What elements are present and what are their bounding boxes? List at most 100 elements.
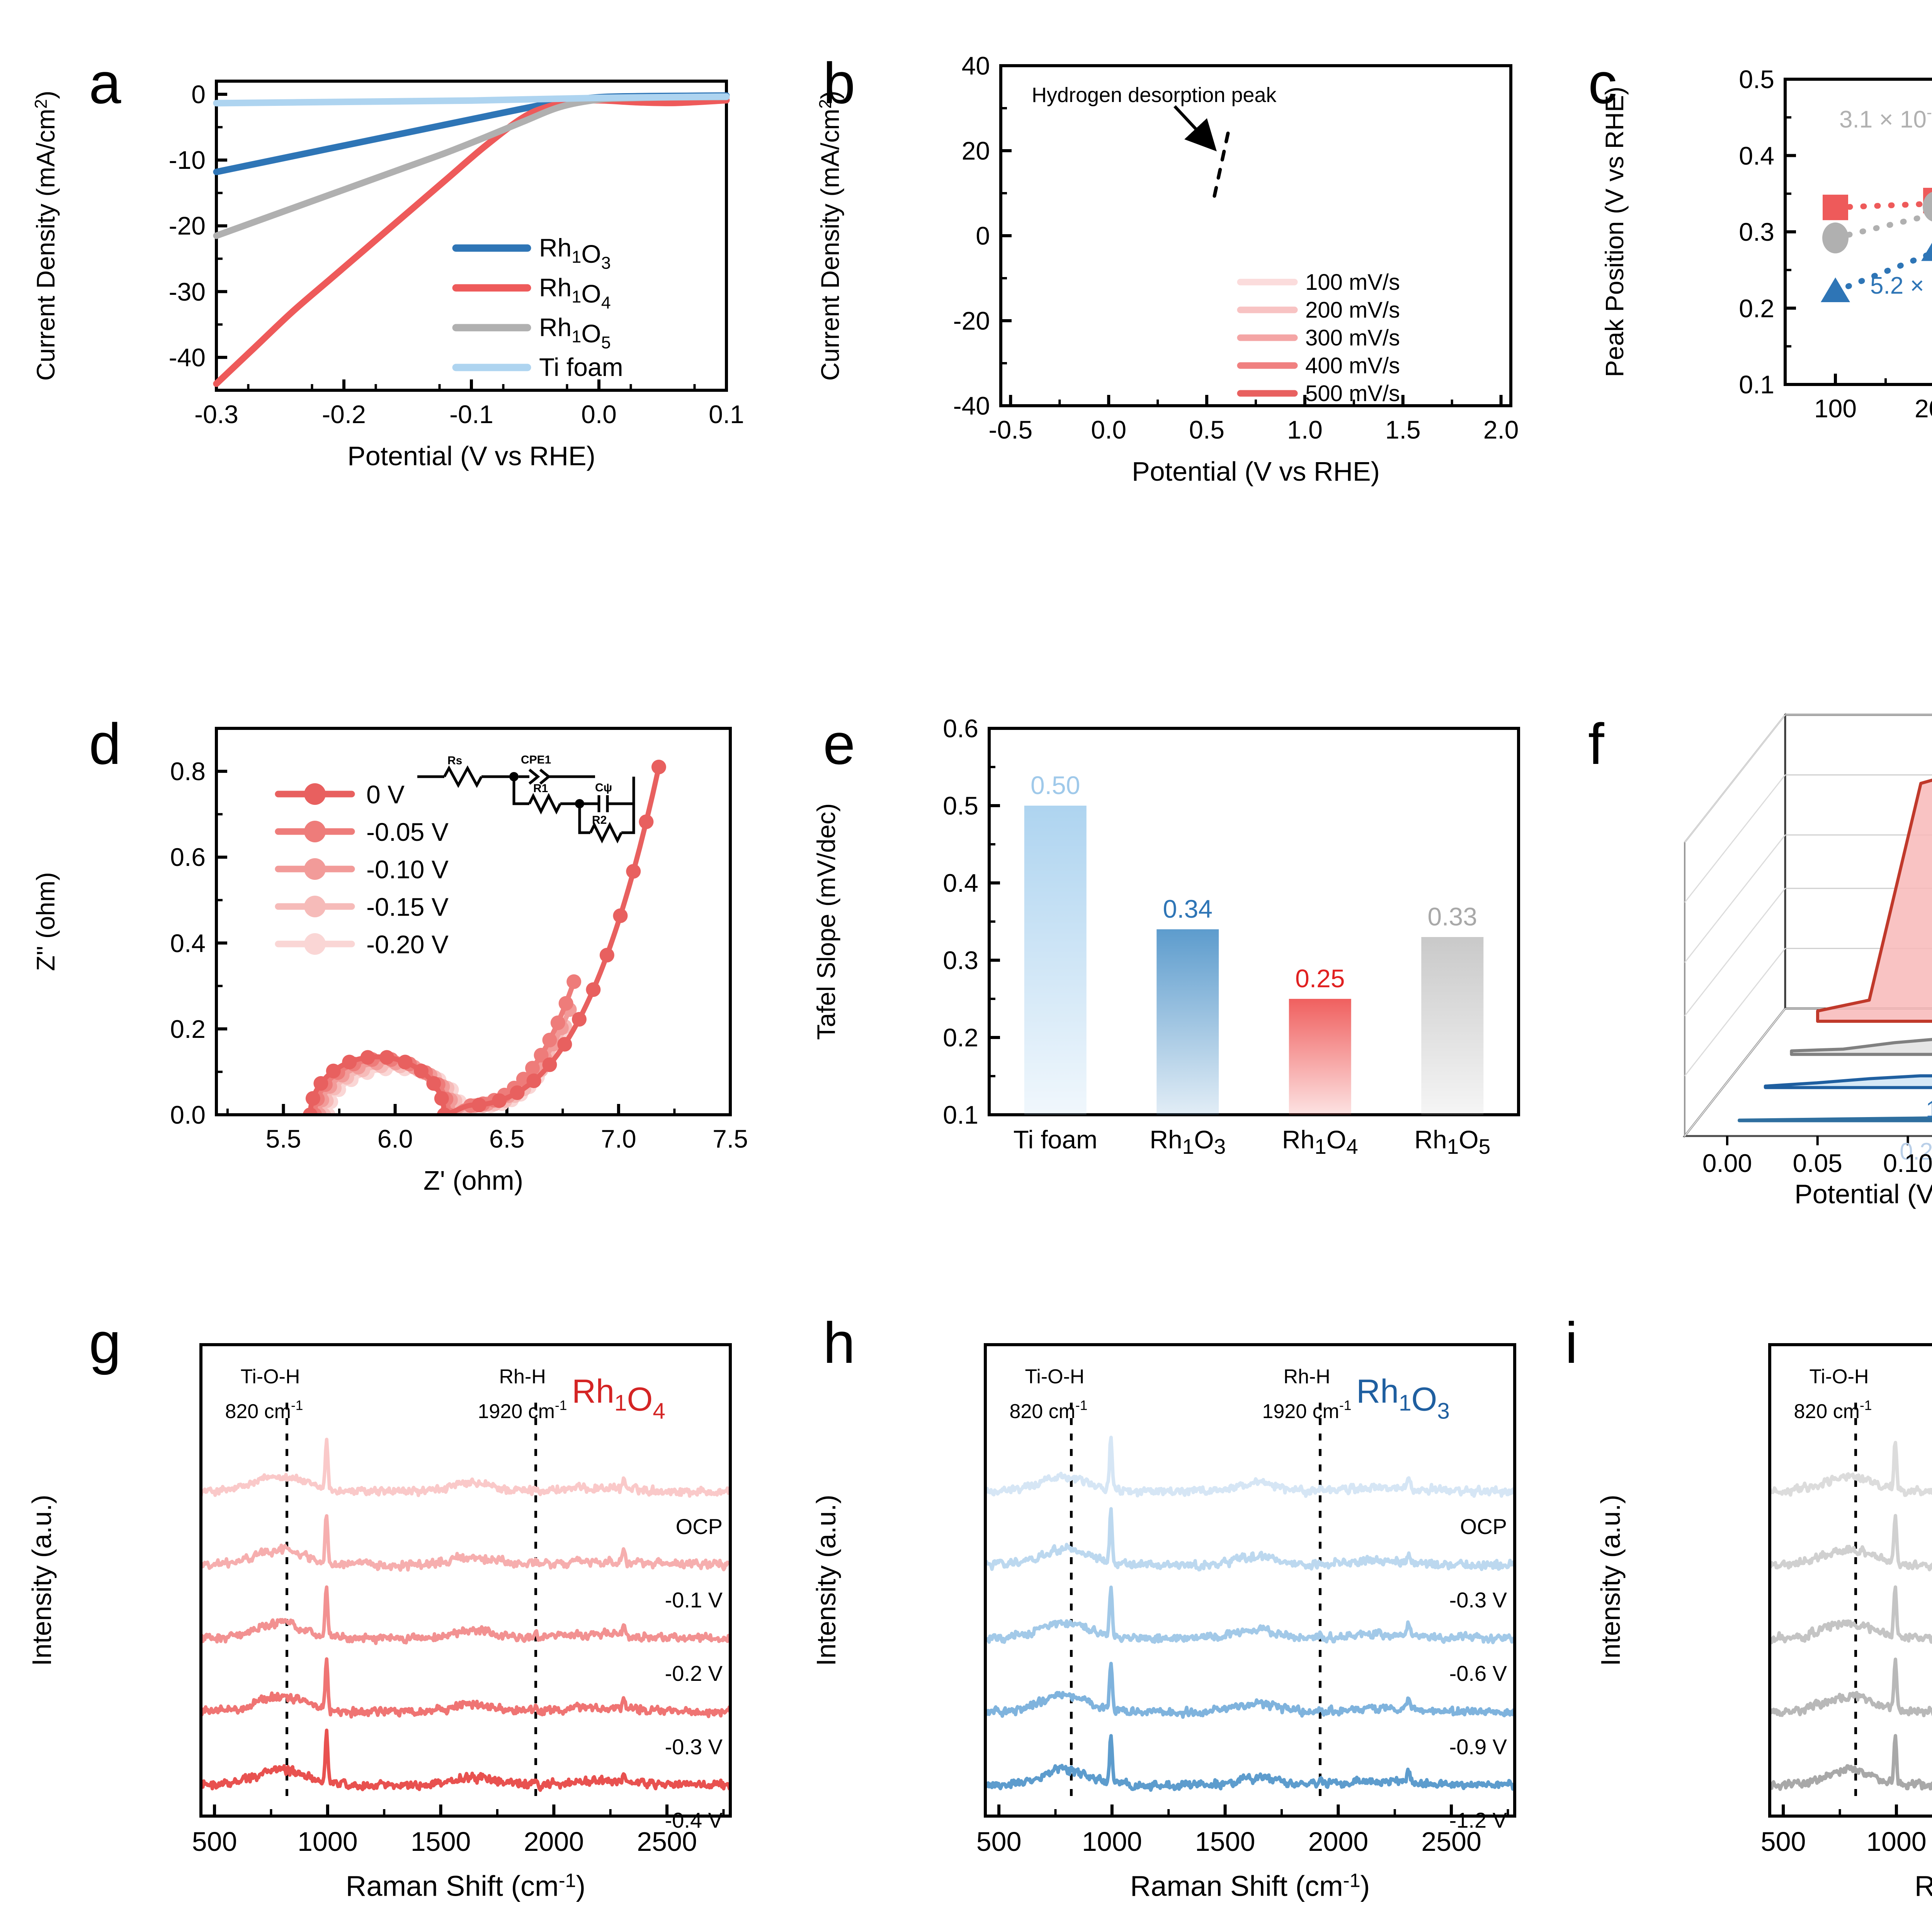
h-marker-value-Ti-O-H: 820 cm-1: [1009, 1398, 1087, 1423]
circuit-label-cpsi: Cψ: [595, 781, 612, 794]
legend-label-500 mV/s: 500 mV/s: [1305, 381, 1400, 406]
panel-g-xlabel: Raman Shift (cm-1): [345, 1869, 586, 1902]
panel-d-ytick: 0.6: [170, 843, 206, 872]
legend-label--0.10 V: -0.10 V: [366, 855, 449, 884]
panel-b-xlabel: Potential (V vs RHE): [1132, 456, 1380, 486]
panel-a: Current Density (mA/cm2) Potential (V vs…: [0, 0, 784, 657]
panel-e-ytick: 0.6: [943, 714, 978, 743]
equivalent-circuit-inset: Rs CPE1 R1 Cψ R2: [417, 753, 635, 844]
panel-c-xtick: 200: [1914, 394, 1932, 423]
g-xtick: 2500: [637, 1827, 697, 1857]
slope-annotation-Rh1O5: 3.1 × 10-4: [1839, 103, 1932, 133]
panel-b-xtick: 0.0: [1091, 415, 1127, 444]
panel-i: Intensity (a.u.) Raman Shift (cm-1) Rh1O…: [1569, 1287, 1932, 1932]
hydrogen-desorption-annotation: Hydrogen desorption peak: [1032, 83, 1277, 107]
h-trace--0.9 V: [987, 1662, 1513, 1719]
legend-label-Ti foam: Ti foam: [539, 353, 623, 381]
panel-d-xtick: 7.0: [600, 1124, 636, 1153]
slope-annotation-Rh1O3: 5.2 × 10-4: [1870, 269, 1932, 299]
marker-Rh1O3: [1921, 243, 1932, 261]
panel-a-ytick: -30: [168, 277, 206, 306]
g-title: Rh1O4: [572, 1373, 665, 1423]
panel-g-ylabel: Intensity (a.u.): [27, 1495, 57, 1666]
panel-c-ytick: 0.5: [1739, 65, 1774, 94]
panel-c-ytick: 0.1: [1739, 370, 1774, 399]
panel-d-ytick: 0.8: [170, 757, 206, 786]
panel-b-xtick: 1.5: [1385, 415, 1421, 444]
surface-Rh1O3: [1764, 1074, 1932, 1089]
marker-Rh1O3: [1821, 277, 1850, 303]
area-value-Ti foam: 0.25 μC: [1900, 1138, 1932, 1165]
panel-label-e: e: [823, 711, 855, 776]
panel-e-plot: 0.50 0.34 0.25 0.33: [988, 727, 1520, 1116]
panel-b-ytick: -40: [953, 391, 990, 420]
i-trace-OCP: [1771, 1440, 1932, 1497]
panel-e: Tafel Slope (mV/dec) 0.50 0.34 0.25 0.33 0.…: [784, 657, 1569, 1314]
g-xtick: 1000: [297, 1827, 358, 1857]
g-xtick: 1500: [410, 1827, 471, 1857]
h-xtick: 1500: [1195, 1827, 1255, 1857]
legend-label-100 mV/s: 100 mV/s: [1305, 270, 1400, 295]
h-trace-label--0.3 V: -0.3 V: [1449, 1588, 1507, 1612]
panel-a-xtick: -0.2: [322, 400, 366, 429]
h-xtick: 2000: [1308, 1827, 1369, 1857]
h-xtick: 1000: [1082, 1827, 1142, 1857]
surface-Rh1O4: [1816, 779, 1932, 1023]
panel-label-i: i: [1565, 1310, 1578, 1375]
legend-label-Rh1O5: Rh1O5: [539, 313, 611, 352]
panel-label-h: h: [823, 1310, 855, 1375]
h-marker-label-Rh-H: Rh-H: [1283, 1366, 1330, 1388]
panel-label-c: c: [1588, 51, 1617, 116]
g-trace-label--0.4 V: -0.4 V: [665, 1808, 723, 1832]
legend-label--0.15 V: -0.15 V: [366, 893, 449, 921]
panel-c-xtick: 100: [1814, 394, 1857, 423]
panel-a-xlabel: Potential (V vs RHE): [347, 441, 595, 471]
panel-c-ytick: 0.3: [1739, 218, 1774, 246]
panel-a-ytick: -20: [168, 211, 206, 240]
g-xtick: 500: [192, 1827, 237, 1857]
surface-Rh1O5: [1790, 1038, 1932, 1056]
legend-label-Rh1O3: Rh1O3: [539, 233, 611, 273]
marker-Rh1O5: [1923, 192, 1932, 222]
circuit-label-r1: R1: [533, 782, 548, 795]
legend-dot--0.15 V: [304, 896, 326, 917]
circuit-label-cpe1: CPE1: [521, 753, 551, 766]
panel-e-category-Rh1O4: Rh1O4: [1282, 1125, 1358, 1159]
h-trace-label-OCP: OCP: [1460, 1514, 1507, 1539]
panel-h-ylabel: Intensity (a.u.): [811, 1495, 841, 1666]
legend-label--0.05 V: -0.05 V: [366, 818, 449, 846]
panel-e-ytick: 0.1: [943, 1100, 978, 1129]
panel-e-category-Ti foam: Ti foam: [1013, 1125, 1098, 1154]
panel-d-xtick: 6.5: [489, 1124, 525, 1153]
g-trace--0.3 V: [202, 1657, 729, 1719]
panel-b-xtick: 2.0: [1483, 415, 1519, 444]
g-trace-label-OCP: OCP: [675, 1514, 723, 1539]
panel-d-xlabel: Z' (ohm): [423, 1165, 524, 1196]
i-xtick: 500: [1760, 1827, 1806, 1857]
panel-f-xtick: 0.00: [1702, 1149, 1752, 1177]
panel-b-ytick: -20: [953, 306, 990, 335]
legend-label-300 mV/s: 300 mV/s: [1305, 325, 1400, 350]
marker-Rh1O4: [1823, 194, 1848, 220]
panel-c: Peak Position (V vs RHE) Scan rate (mV/s…: [1569, 0, 1932, 657]
panel-d-xtick: 6.0: [377, 1124, 413, 1153]
g-trace-OCP: [202, 1437, 729, 1498]
panel-f-xtick: 0.05: [1793, 1149, 1842, 1177]
h-title: Rh1O3: [1356, 1373, 1450, 1423]
surface-Ti foam: [1738, 1116, 1932, 1122]
panel-e-ylabel: Tafel Slope (mV/dec): [812, 803, 840, 1040]
panel-h: Intensity (a.u.) Raman Shift (cm-1) Rh1O…: [784, 1287, 1569, 1932]
panel-d-ytick: 0.0: [170, 1100, 206, 1129]
panel-b-xtick: -0.5: [988, 415, 1033, 444]
panel-f-xlabel: Potential (V vs RHE): [1794, 1179, 1932, 1209]
bar-Rh1O4: [1289, 999, 1351, 1115]
panel-label-a: a: [89, 51, 121, 116]
panel-f-xtick: 0.10: [1883, 1149, 1932, 1177]
h-trace-label--0.9 V: -0.9 V: [1449, 1735, 1507, 1759]
panel-a-ytick: -10: [168, 146, 206, 175]
g-marker-value-Ti-O-H: 820 cm-1: [225, 1398, 303, 1423]
bar-Ti foam: [1024, 806, 1087, 1115]
series-Ti foam: [213, 93, 730, 107]
h-xtick: 500: [976, 1827, 1022, 1857]
i-trace--0.9 V: [1771, 1734, 1932, 1791]
